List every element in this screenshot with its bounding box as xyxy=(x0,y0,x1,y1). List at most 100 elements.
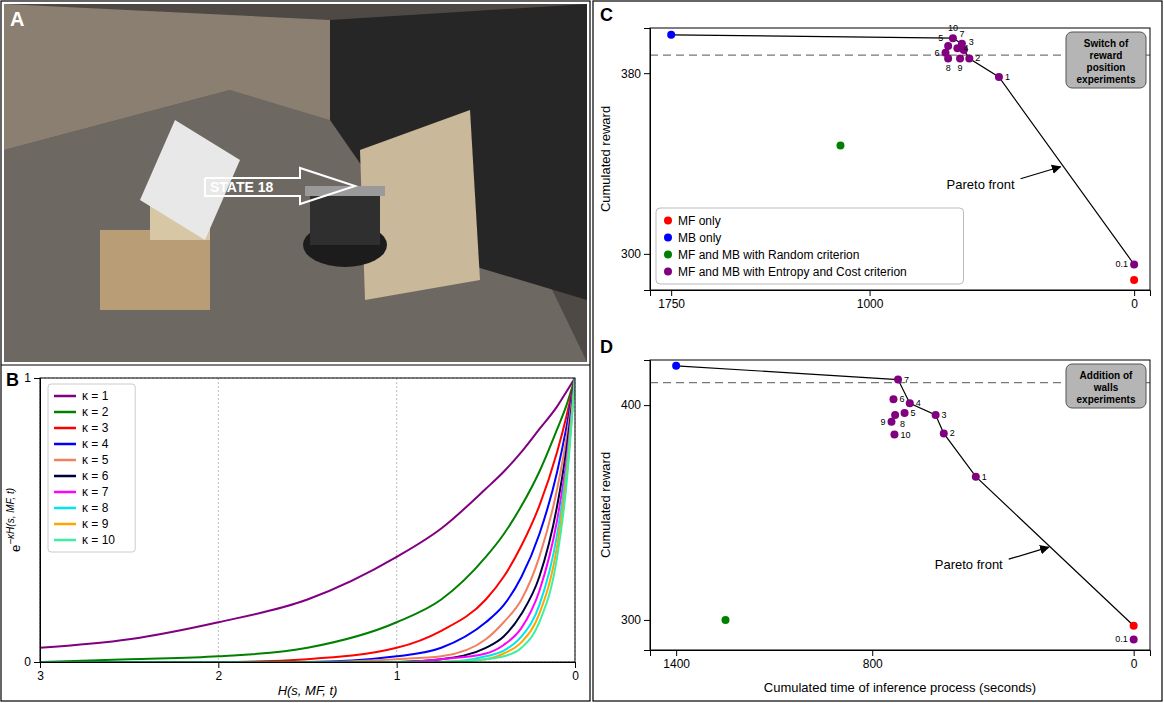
annotation-line: experiments xyxy=(1077,394,1136,405)
y-axis-title-base: e xyxy=(8,545,23,552)
point-label: 2 xyxy=(975,53,980,63)
legend-swatch xyxy=(54,427,76,430)
tick-label: 3 xyxy=(37,669,44,683)
legend-swatch xyxy=(54,523,76,526)
tick: 300 xyxy=(621,247,650,261)
line-series xyxy=(40,378,575,662)
tick: 300 xyxy=(621,613,650,627)
tick: 0 xyxy=(1131,290,1138,311)
x-axis: 1400 800 0 xyxy=(651,650,1151,671)
legend-swatch xyxy=(54,459,76,462)
legend-swatch xyxy=(54,395,76,398)
tick: 380 xyxy=(621,67,650,81)
tick-label: 0 xyxy=(1131,657,1138,671)
pareto-front xyxy=(676,366,1134,626)
legend-swatch xyxy=(54,411,76,414)
point-label: 9 xyxy=(880,417,885,427)
line-series xyxy=(40,378,575,662)
annotation-line: position xyxy=(1087,62,1126,73)
tick: 0 xyxy=(572,662,579,683)
point xyxy=(995,73,1003,81)
annotation-text: Addition ofwallsexperiments xyxy=(1077,370,1136,405)
point xyxy=(1130,622,1138,630)
annotation-box: Addition ofwallsexperiments xyxy=(1066,364,1146,408)
legend: MF onlyMB onlyMF and MB with Random crit… xyxy=(656,208,964,284)
point xyxy=(944,54,952,62)
point xyxy=(836,141,844,149)
line-series xyxy=(40,378,575,662)
tick: 400 xyxy=(621,398,650,412)
annotation-arrow xyxy=(1021,167,1061,179)
panel-frame xyxy=(593,1,1162,701)
point-label: 6 xyxy=(899,394,904,404)
tick-mark xyxy=(676,650,677,656)
legend-label: κ = 8 xyxy=(82,501,109,515)
point-label: 10 xyxy=(900,430,910,440)
point xyxy=(932,411,940,419)
point xyxy=(965,54,973,62)
photo-background xyxy=(4,4,587,362)
tick-label: 2 xyxy=(215,669,222,683)
legend-label: κ = 3 xyxy=(82,421,109,435)
tick: 1400 xyxy=(663,650,690,671)
tick: 2 xyxy=(215,662,222,683)
panel-frame xyxy=(1,1,590,701)
tick-label: 800 xyxy=(863,657,883,671)
y-axis-title-exponent: −κH(s, MF, t) xyxy=(5,488,16,545)
panel-letter: A xyxy=(10,8,24,30)
tick-mark xyxy=(870,290,871,296)
annotation-background xyxy=(1066,364,1146,408)
legend-swatch xyxy=(54,475,76,478)
line-series xyxy=(40,378,575,662)
annotation-line: experiments xyxy=(1077,74,1136,85)
point-label: 0.1 xyxy=(1116,259,1129,269)
point xyxy=(721,616,729,624)
annotation-text: Switch ofrewardpositionexperiments xyxy=(1077,38,1136,85)
tick: 0 xyxy=(1131,650,1138,671)
grid xyxy=(40,378,575,662)
tick-label: 380 xyxy=(621,67,641,81)
legend-swatch xyxy=(54,507,76,510)
tick-label: 300 xyxy=(621,247,641,261)
tick-label: 1 xyxy=(394,669,401,683)
legend-box xyxy=(656,208,964,284)
tick: 1000 xyxy=(857,290,884,311)
point xyxy=(891,411,899,419)
legend-swatch xyxy=(664,251,672,259)
point-label: 1 xyxy=(982,472,987,482)
point xyxy=(672,362,680,370)
point-label: 7 xyxy=(959,29,964,39)
annotation-line: reward xyxy=(1090,50,1123,61)
legend-label: MF and MB with Random criterion xyxy=(678,248,859,262)
line-series xyxy=(40,378,575,662)
annotation-box: Switch ofrewardpositionexperiments xyxy=(1066,32,1146,88)
plot-area xyxy=(650,362,1150,644)
legend-swatch xyxy=(664,217,672,225)
y-axis-title: Cumulated reward xyxy=(598,452,613,558)
tick-mark xyxy=(34,662,40,663)
tick-label: 300 xyxy=(621,613,641,627)
point xyxy=(888,418,896,426)
tick-mark xyxy=(1134,290,1135,296)
point-label: 8 xyxy=(900,419,905,429)
point-label: 7 xyxy=(904,375,909,385)
tick-label: 1750 xyxy=(658,297,685,311)
panel-letter: B xyxy=(6,370,19,390)
tick: 0 xyxy=(24,655,40,669)
tick-mark xyxy=(872,650,873,656)
tick-mark xyxy=(644,620,650,621)
legend-label: κ = 9 xyxy=(82,517,109,531)
photo-robot-body xyxy=(310,195,380,245)
point xyxy=(894,376,902,384)
point xyxy=(1130,276,1138,284)
grid-line xyxy=(396,378,397,662)
tick-label: 1400 xyxy=(663,657,690,671)
axis-line xyxy=(651,651,1151,657)
plot-frame xyxy=(650,28,1150,290)
line-series xyxy=(40,378,575,662)
grid-line xyxy=(218,378,219,662)
point-label: 6 xyxy=(934,48,939,58)
x-axis: 3 2 1 0 xyxy=(37,662,579,683)
line-series xyxy=(40,378,575,648)
annotation-line: Switch of xyxy=(1084,38,1129,49)
